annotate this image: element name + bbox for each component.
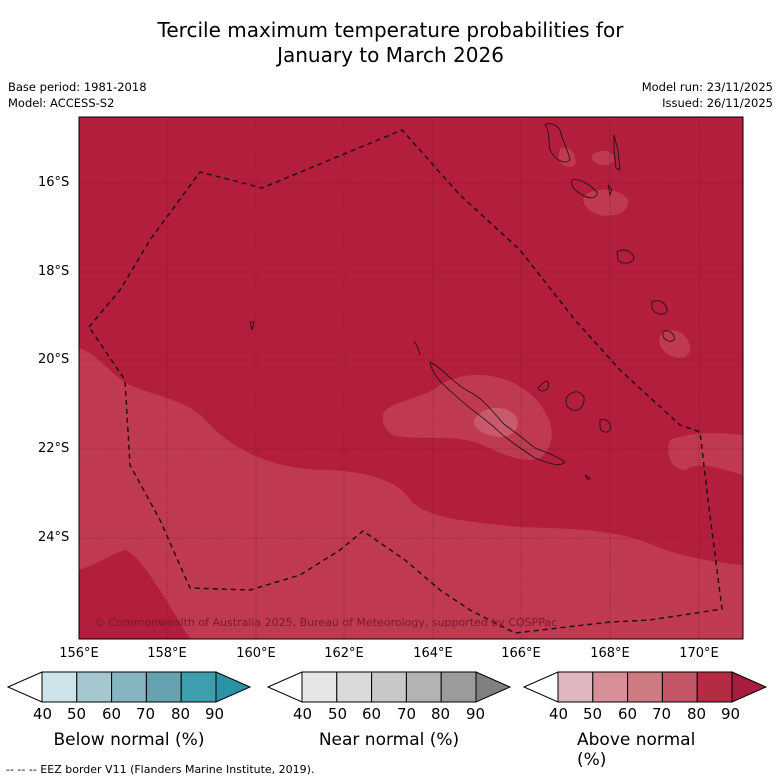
above-normal-70-80-patch-vanuatu-south bbox=[659, 330, 690, 358]
above-normal-60-70-patch-new-caledonia bbox=[474, 407, 518, 437]
chesterfield-islands bbox=[249, 321, 255, 331]
title-line-1: Tercile maximum temperature probabilitie… bbox=[157, 18, 624, 42]
colorbar-segment bbox=[696, 671, 733, 703]
lon-label-156e: 156°E bbox=[59, 646, 99, 661]
lat-label-24s: 24°S bbox=[38, 530, 70, 545]
lat-label-22s: 22°S bbox=[38, 441, 70, 456]
model-run-date: Model run: 23/11/2025 bbox=[641, 80, 773, 94]
map-frame bbox=[78, 116, 744, 640]
cb-above-tick-70: 70 bbox=[652, 705, 672, 723]
malekula-island bbox=[571, 179, 598, 199]
colorbar-extend-high bbox=[475, 671, 512, 703]
run-info: Model run: 23/11/2025 Issued: 26/11/2025 bbox=[642, 79, 773, 111]
cb-near-tick-70: 70 bbox=[397, 705, 417, 723]
cb-near-tick-80: 80 bbox=[431, 705, 451, 723]
above-normal-70-80-patch-east bbox=[668, 433, 743, 475]
colorbar-segment bbox=[627, 671, 663, 703]
colorbar-segment bbox=[180, 671, 217, 703]
cb-below-tick-40: 40 bbox=[33, 705, 53, 723]
mare-island bbox=[599, 419, 611, 433]
colorbar-near-normal bbox=[266, 671, 512, 703]
ouvea-island bbox=[537, 380, 549, 392]
colorbar-segment bbox=[301, 671, 338, 703]
colorbar-segment bbox=[440, 671, 477, 703]
colorbar-segment bbox=[661, 671, 698, 703]
cb-above-tick-60: 60 bbox=[618, 705, 638, 723]
cb-above-tick-40: 40 bbox=[549, 705, 569, 723]
cb-below-tick-50: 50 bbox=[67, 705, 87, 723]
colorbar-segment bbox=[41, 671, 78, 703]
maewo-island bbox=[613, 134, 621, 171]
colorbar-extend-low bbox=[6, 671, 43, 703]
above-normal-70-80-patch-vanuatu-central bbox=[583, 189, 629, 216]
above-normal-70-80-region-new-caledonia bbox=[382, 374, 552, 460]
lon-label-166e: 166°E bbox=[501, 646, 541, 661]
lon-label-162e: 162°E bbox=[324, 646, 364, 661]
colorbar-above-label: Above normal (%) bbox=[577, 730, 696, 770]
colorbar-segment bbox=[557, 671, 594, 703]
colorbar-extend-high bbox=[215, 671, 252, 703]
title-line-2: January to March 2026 bbox=[277, 43, 504, 67]
chart-title: Tercile maximum temperature probabilitie… bbox=[0, 18, 781, 68]
cb-above-tick-90: 90 bbox=[721, 705, 741, 723]
colorbar-segment bbox=[371, 671, 407, 703]
above-normal-70-80-region-south bbox=[79, 348, 743, 639]
colorbar-extend-low bbox=[266, 671, 303, 703]
new-caledonia-grande-terre bbox=[429, 361, 566, 465]
lon-label-168e: 168°E bbox=[590, 646, 630, 661]
lon-label-158e: 158°E bbox=[147, 646, 187, 661]
colorbar-near-label: Near normal (%) bbox=[318, 730, 460, 750]
tanna-island bbox=[662, 330, 675, 342]
above-normal-70-80-patch-vanuatu-north bbox=[592, 150, 615, 166]
colorbar-segment bbox=[145, 671, 182, 703]
ambrym-island bbox=[607, 184, 613, 197]
cb-near-tick-60: 60 bbox=[362, 705, 382, 723]
lon-label-170e: 170°E bbox=[679, 646, 719, 661]
issued-date: Issued: 26/11/2025 bbox=[662, 96, 773, 110]
lat-label-20s: 20°S bbox=[38, 352, 70, 367]
colorbar-segment bbox=[76, 671, 113, 703]
belep-islands bbox=[413, 340, 421, 356]
above-normal-80-90-patch-southwest bbox=[79, 550, 190, 639]
erromango-island bbox=[651, 300, 668, 315]
cb-near-tick-40: 40 bbox=[293, 705, 313, 723]
colorbar-above-normal bbox=[522, 671, 768, 703]
cb-below-tick-60: 60 bbox=[102, 705, 122, 723]
espiritu-santo bbox=[544, 123, 571, 163]
copyright-notice: © Commonwealth of Australia 2025, Bureau… bbox=[94, 616, 557, 629]
colorbar-segment bbox=[336, 671, 373, 703]
model-name: Model: ACCESS-S2 bbox=[8, 96, 115, 110]
cb-near-tick-90: 90 bbox=[466, 705, 486, 723]
colorbar-below-normal bbox=[6, 671, 252, 703]
cb-near-tick-50: 50 bbox=[328, 705, 348, 723]
colorbar-extend-high bbox=[731, 671, 768, 703]
base-period: Base period: 1981-2018 bbox=[8, 80, 147, 94]
model-info: Base period: 1981-2018 Model: ACCESS-S2 bbox=[8, 79, 147, 111]
isle-of-pines bbox=[584, 474, 591, 481]
cb-below-tick-80: 80 bbox=[171, 705, 191, 723]
cb-below-tick-90: 90 bbox=[205, 705, 225, 723]
colorbar-segment bbox=[111, 671, 147, 703]
lifou-island bbox=[565, 391, 585, 411]
cb-above-tick-50: 50 bbox=[583, 705, 603, 723]
colorbar-segment bbox=[405, 671, 442, 703]
eez-legend-footnote: -- -- -- EEZ border V11 (Flanders Marine… bbox=[6, 763, 315, 776]
cb-below-tick-70: 70 bbox=[136, 705, 156, 723]
colorbar-extend-low bbox=[522, 671, 559, 703]
lat-label-16s: 16°S bbox=[38, 175, 70, 190]
lon-label-160e: 160°E bbox=[236, 646, 276, 661]
colorbar-segment bbox=[592, 671, 629, 703]
cb-above-tick-80: 80 bbox=[687, 705, 707, 723]
map-field: © Commonwealth of Australia 2025, Bureau… bbox=[79, 117, 743, 639]
above-normal-70-80-patch-espiritu-santo bbox=[558, 147, 576, 168]
lat-label-18s: 18°S bbox=[38, 264, 70, 279]
graticule bbox=[79, 117, 743, 639]
coastlines bbox=[249, 123, 675, 481]
colorbar-below-label: Below normal (%) bbox=[53, 730, 205, 750]
efate-island bbox=[616, 249, 635, 264]
lon-label-164e: 164°E bbox=[413, 646, 453, 661]
